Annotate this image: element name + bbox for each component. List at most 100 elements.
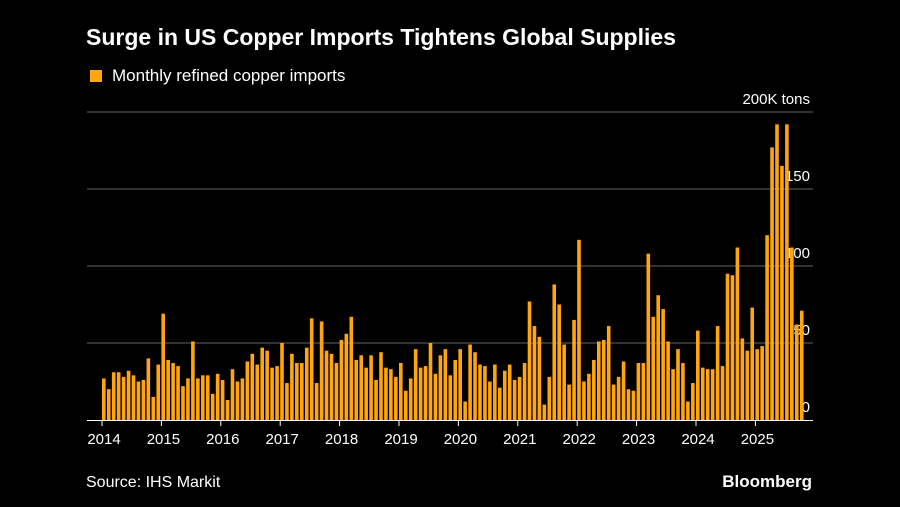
- bar: [473, 352, 477, 420]
- y-tick-label: 100: [785, 245, 810, 262]
- bar: [265, 350, 269, 420]
- bar: [498, 387, 502, 420]
- bar: [562, 344, 566, 420]
- bar: [215, 373, 220, 420]
- bar: [641, 363, 646, 420]
- bar: [582, 381, 586, 420]
- bar: [171, 363, 175, 420]
- bar: [423, 366, 428, 420]
- bar: [700, 367, 705, 420]
- bar: [750, 307, 755, 420]
- legend-label: Monthly refined copper imports: [112, 66, 346, 85]
- y-tick-label: 150: [785, 168, 810, 185]
- bar: [290, 353, 294, 420]
- bar: [196, 378, 200, 420]
- bar: [611, 384, 616, 420]
- bar: [552, 284, 557, 420]
- bar: [166, 359, 170, 420]
- bar: [799, 310, 804, 420]
- bar: [616, 376, 621, 420]
- bar: [418, 367, 423, 420]
- bar: [384, 367, 388, 420]
- bar: [369, 355, 373, 420]
- bar: [438, 355, 443, 420]
- bar: [453, 359, 458, 420]
- bar: [745, 350, 750, 420]
- bar: [344, 333, 349, 420]
- bar: [458, 349, 462, 420]
- source-note: Source: IHS Markit: [86, 474, 221, 491]
- bar: [790, 247, 794, 420]
- bar: [681, 363, 685, 420]
- bar: [755, 349, 759, 420]
- bar: [230, 369, 235, 420]
- bar: [785, 124, 789, 420]
- bar: [285, 383, 289, 420]
- bar: [399, 363, 403, 420]
- bar: [636, 363, 641, 420]
- bar: [512, 379, 517, 420]
- x-tick-label: 2024: [681, 431, 714, 448]
- bar: [349, 316, 354, 420]
- x-tick-label: 2022: [563, 431, 596, 448]
- bar: [775, 124, 779, 420]
- bar: [522, 363, 527, 420]
- bar: [235, 381, 240, 420]
- bar: [547, 376, 552, 420]
- bar: [443, 349, 448, 420]
- bar: [577, 239, 581, 420]
- bar: [191, 341, 195, 420]
- bar: [621, 361, 626, 420]
- bar: [463, 401, 467, 420]
- bar: [671, 369, 675, 420]
- bar: [601, 339, 606, 420]
- legend-swatch: [90, 70, 102, 82]
- bar: [527, 301, 532, 420]
- bar: [324, 350, 329, 420]
- x-tick-label: 2018: [325, 431, 358, 448]
- x-tick-label: 2025: [741, 431, 774, 448]
- x-tick-label: 2017: [266, 431, 299, 448]
- bar: [567, 384, 571, 420]
- bar: [210, 393, 215, 420]
- bar: [408, 378, 413, 420]
- bar: [488, 381, 492, 420]
- bar: [339, 339, 344, 420]
- x-tick-label: 2023: [622, 431, 655, 448]
- bar: [720, 366, 725, 420]
- bar: [300, 363, 304, 420]
- bar: [240, 378, 245, 420]
- bar: [319, 321, 324, 420]
- bar: [260, 347, 264, 420]
- bar: [676, 349, 680, 420]
- bar: [710, 369, 715, 420]
- bar: [686, 401, 690, 420]
- bloomberg-logo: Bloomberg: [722, 472, 812, 491]
- bar: [725, 273, 730, 420]
- bar: [295, 363, 299, 420]
- bar: [631, 390, 636, 420]
- bar: [542, 404, 547, 420]
- bar: [245, 361, 250, 420]
- bar: [201, 375, 205, 420]
- bar: [186, 378, 190, 420]
- bar: [304, 347, 309, 420]
- chart-title: Surge in US Copper Imports Tightens Glob…: [86, 24, 676, 50]
- bar: [705, 369, 710, 420]
- bar: [374, 379, 378, 420]
- bar: [597, 341, 601, 420]
- x-tick-label: 2016: [206, 431, 239, 448]
- bar: [131, 375, 136, 420]
- bar: [715, 326, 720, 420]
- bar: [403, 390, 408, 420]
- bar: [428, 343, 433, 420]
- bar: [507, 364, 512, 420]
- bar: [532, 326, 537, 420]
- bar: [181, 386, 185, 420]
- bar: [359, 355, 363, 420]
- bar: [646, 253, 651, 420]
- legend: Monthly refined copper imports: [90, 66, 345, 86]
- bar: [730, 275, 735, 420]
- bar: [661, 309, 665, 420]
- bar: [314, 383, 319, 420]
